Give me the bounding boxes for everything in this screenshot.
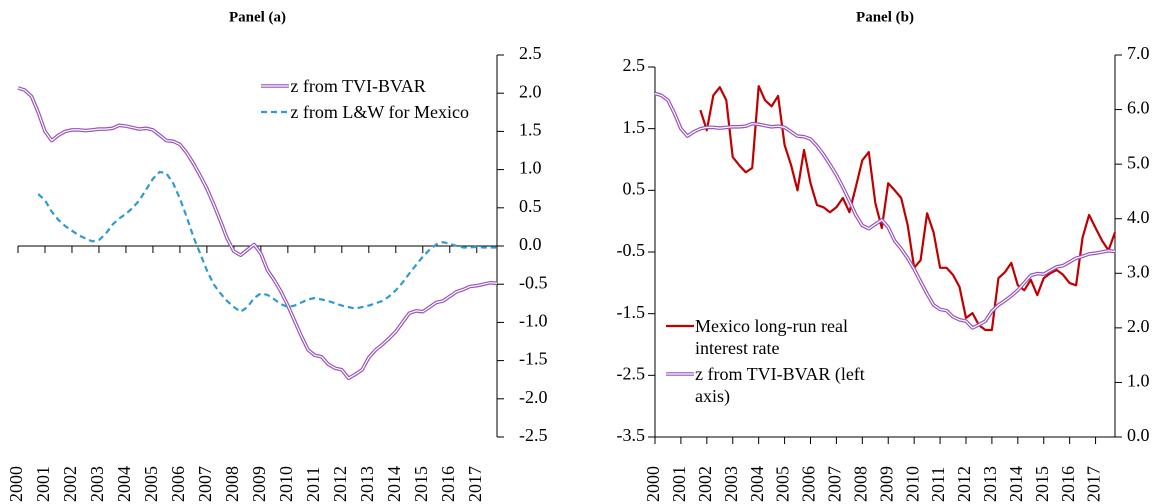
x-tick-label: 2012 xyxy=(330,466,350,502)
legend-label: z from L&W for Mexico xyxy=(290,102,469,122)
y2-tick-label: 2.0 xyxy=(1127,316,1150,336)
x-tick-label: 2008 xyxy=(222,466,242,502)
x-tick-label: 2010 xyxy=(276,466,296,502)
series-line xyxy=(699,85,1117,332)
x-tick-label: 2005 xyxy=(141,466,161,502)
y-tick-label: 1.0 xyxy=(519,158,542,178)
y2-tick-label: 1.0 xyxy=(1127,371,1150,391)
y-tick-label: -2.5 xyxy=(519,425,548,445)
y2-tick-label: 7.0 xyxy=(1127,43,1150,63)
x-tick-label: 2001 xyxy=(33,466,53,502)
y2-tick-label: 6.0 xyxy=(1127,98,1150,118)
x-tick-label: 2013 xyxy=(357,466,377,502)
legend-swatch xyxy=(666,324,694,328)
x-tick-label: 2015 xyxy=(411,466,431,502)
x-tick-label: 2005 xyxy=(773,466,793,502)
x-tick-label: 2010 xyxy=(902,466,922,502)
x-tick-label: 2003 xyxy=(721,466,741,502)
legend-swatch xyxy=(261,110,290,114)
x-tick-label: 2011 xyxy=(928,467,948,502)
legend-entry: z from TVI-BVAR (left axis) xyxy=(665,363,895,407)
legend-swatch xyxy=(666,372,694,376)
y-tick-label: 2.0 xyxy=(519,81,542,101)
x-tick-label: 2011 xyxy=(303,467,323,502)
panel-title: Panel (a) xyxy=(229,9,286,25)
y-tick-label: -1.5 xyxy=(519,349,548,369)
series-line xyxy=(37,170,497,313)
x-tick-label: 2004 xyxy=(114,466,134,502)
x-tick-label: 2000 xyxy=(6,466,26,502)
y2-tick-label: 0.0 xyxy=(1127,425,1150,445)
y-tick-label: -1.5 xyxy=(617,302,646,322)
y-tick-label: 1.5 xyxy=(623,117,646,137)
x-tick-label: 2016 xyxy=(1058,466,1078,502)
x-tick-label: 2009 xyxy=(876,466,896,502)
y-tick-label: -0.5 xyxy=(519,272,548,292)
x-tick-label: 2013 xyxy=(980,466,1000,502)
x-tick-label: 2007 xyxy=(195,466,215,502)
legend-entry: z from TVI-BVAR xyxy=(260,75,469,97)
x-tick-label: 2012 xyxy=(954,466,974,502)
x-tick-label: 2007 xyxy=(825,466,845,502)
y-tick-label: -1.0 xyxy=(519,311,548,331)
x-tick-label: 2008 xyxy=(850,466,870,502)
panel-title: Panel (b) xyxy=(856,9,914,25)
legend-label: z from TVI-BVAR xyxy=(290,76,426,96)
x-tick-label: 2017 xyxy=(465,466,485,502)
y2-tick-label: 4.0 xyxy=(1127,207,1150,227)
series-line-inner xyxy=(654,92,1116,329)
x-tick-label: 2006 xyxy=(168,466,188,502)
y-tick-label: -0.5 xyxy=(617,240,646,260)
legend-entry: z from L&W for Mexico xyxy=(260,101,469,123)
legend: Mexico long-run real interest rate z from… xyxy=(665,315,895,411)
x-tick-label: 2015 xyxy=(1032,466,1052,502)
x-tick-label: 2002 xyxy=(60,466,80,502)
x-tick-label: 2017 xyxy=(1084,466,1104,502)
y-tick-label: -3.5 xyxy=(617,425,646,445)
legend-label: z from TVI-BVAR (left axis) xyxy=(695,364,865,406)
y-tick-label: -2.0 xyxy=(519,387,548,407)
y-tick-label: 1.5 xyxy=(519,120,542,140)
y-tick-label: 0.0 xyxy=(519,234,542,254)
x-tick-label: 2009 xyxy=(249,466,269,502)
legend: z from TVI-BVAR z from L&W for Mexico xyxy=(260,75,469,127)
y-tick-label: 2.5 xyxy=(519,43,542,63)
x-tick-label: 2014 xyxy=(384,466,404,502)
y2-tick-label: 5.0 xyxy=(1127,152,1150,172)
legend-entry: Mexico long-run real interest rate xyxy=(665,315,895,359)
y-tick-label: 0.5 xyxy=(519,196,542,216)
x-tick-label: 2001 xyxy=(669,466,689,502)
y2-tick-label: 3.0 xyxy=(1127,261,1150,281)
y-tick-label: 0.5 xyxy=(623,178,646,198)
y-tick-label: -2.5 xyxy=(617,363,646,383)
x-tick-label: 2006 xyxy=(799,466,819,502)
legend-swatch xyxy=(261,84,290,88)
x-tick-label: 2002 xyxy=(695,466,715,502)
x-tick-label: 2003 xyxy=(87,466,107,502)
series-line xyxy=(17,86,498,380)
x-tick-label: 2004 xyxy=(747,466,767,502)
x-tick-label: 2014 xyxy=(1006,466,1026,502)
x-tick-label: 2016 xyxy=(438,466,458,502)
series-line-inner xyxy=(17,87,498,379)
x-tick-label: 2000 xyxy=(643,466,663,502)
legend-label: Mexico long-run real interest rate xyxy=(695,316,848,358)
y-tick-label: 2.5 xyxy=(623,55,646,75)
